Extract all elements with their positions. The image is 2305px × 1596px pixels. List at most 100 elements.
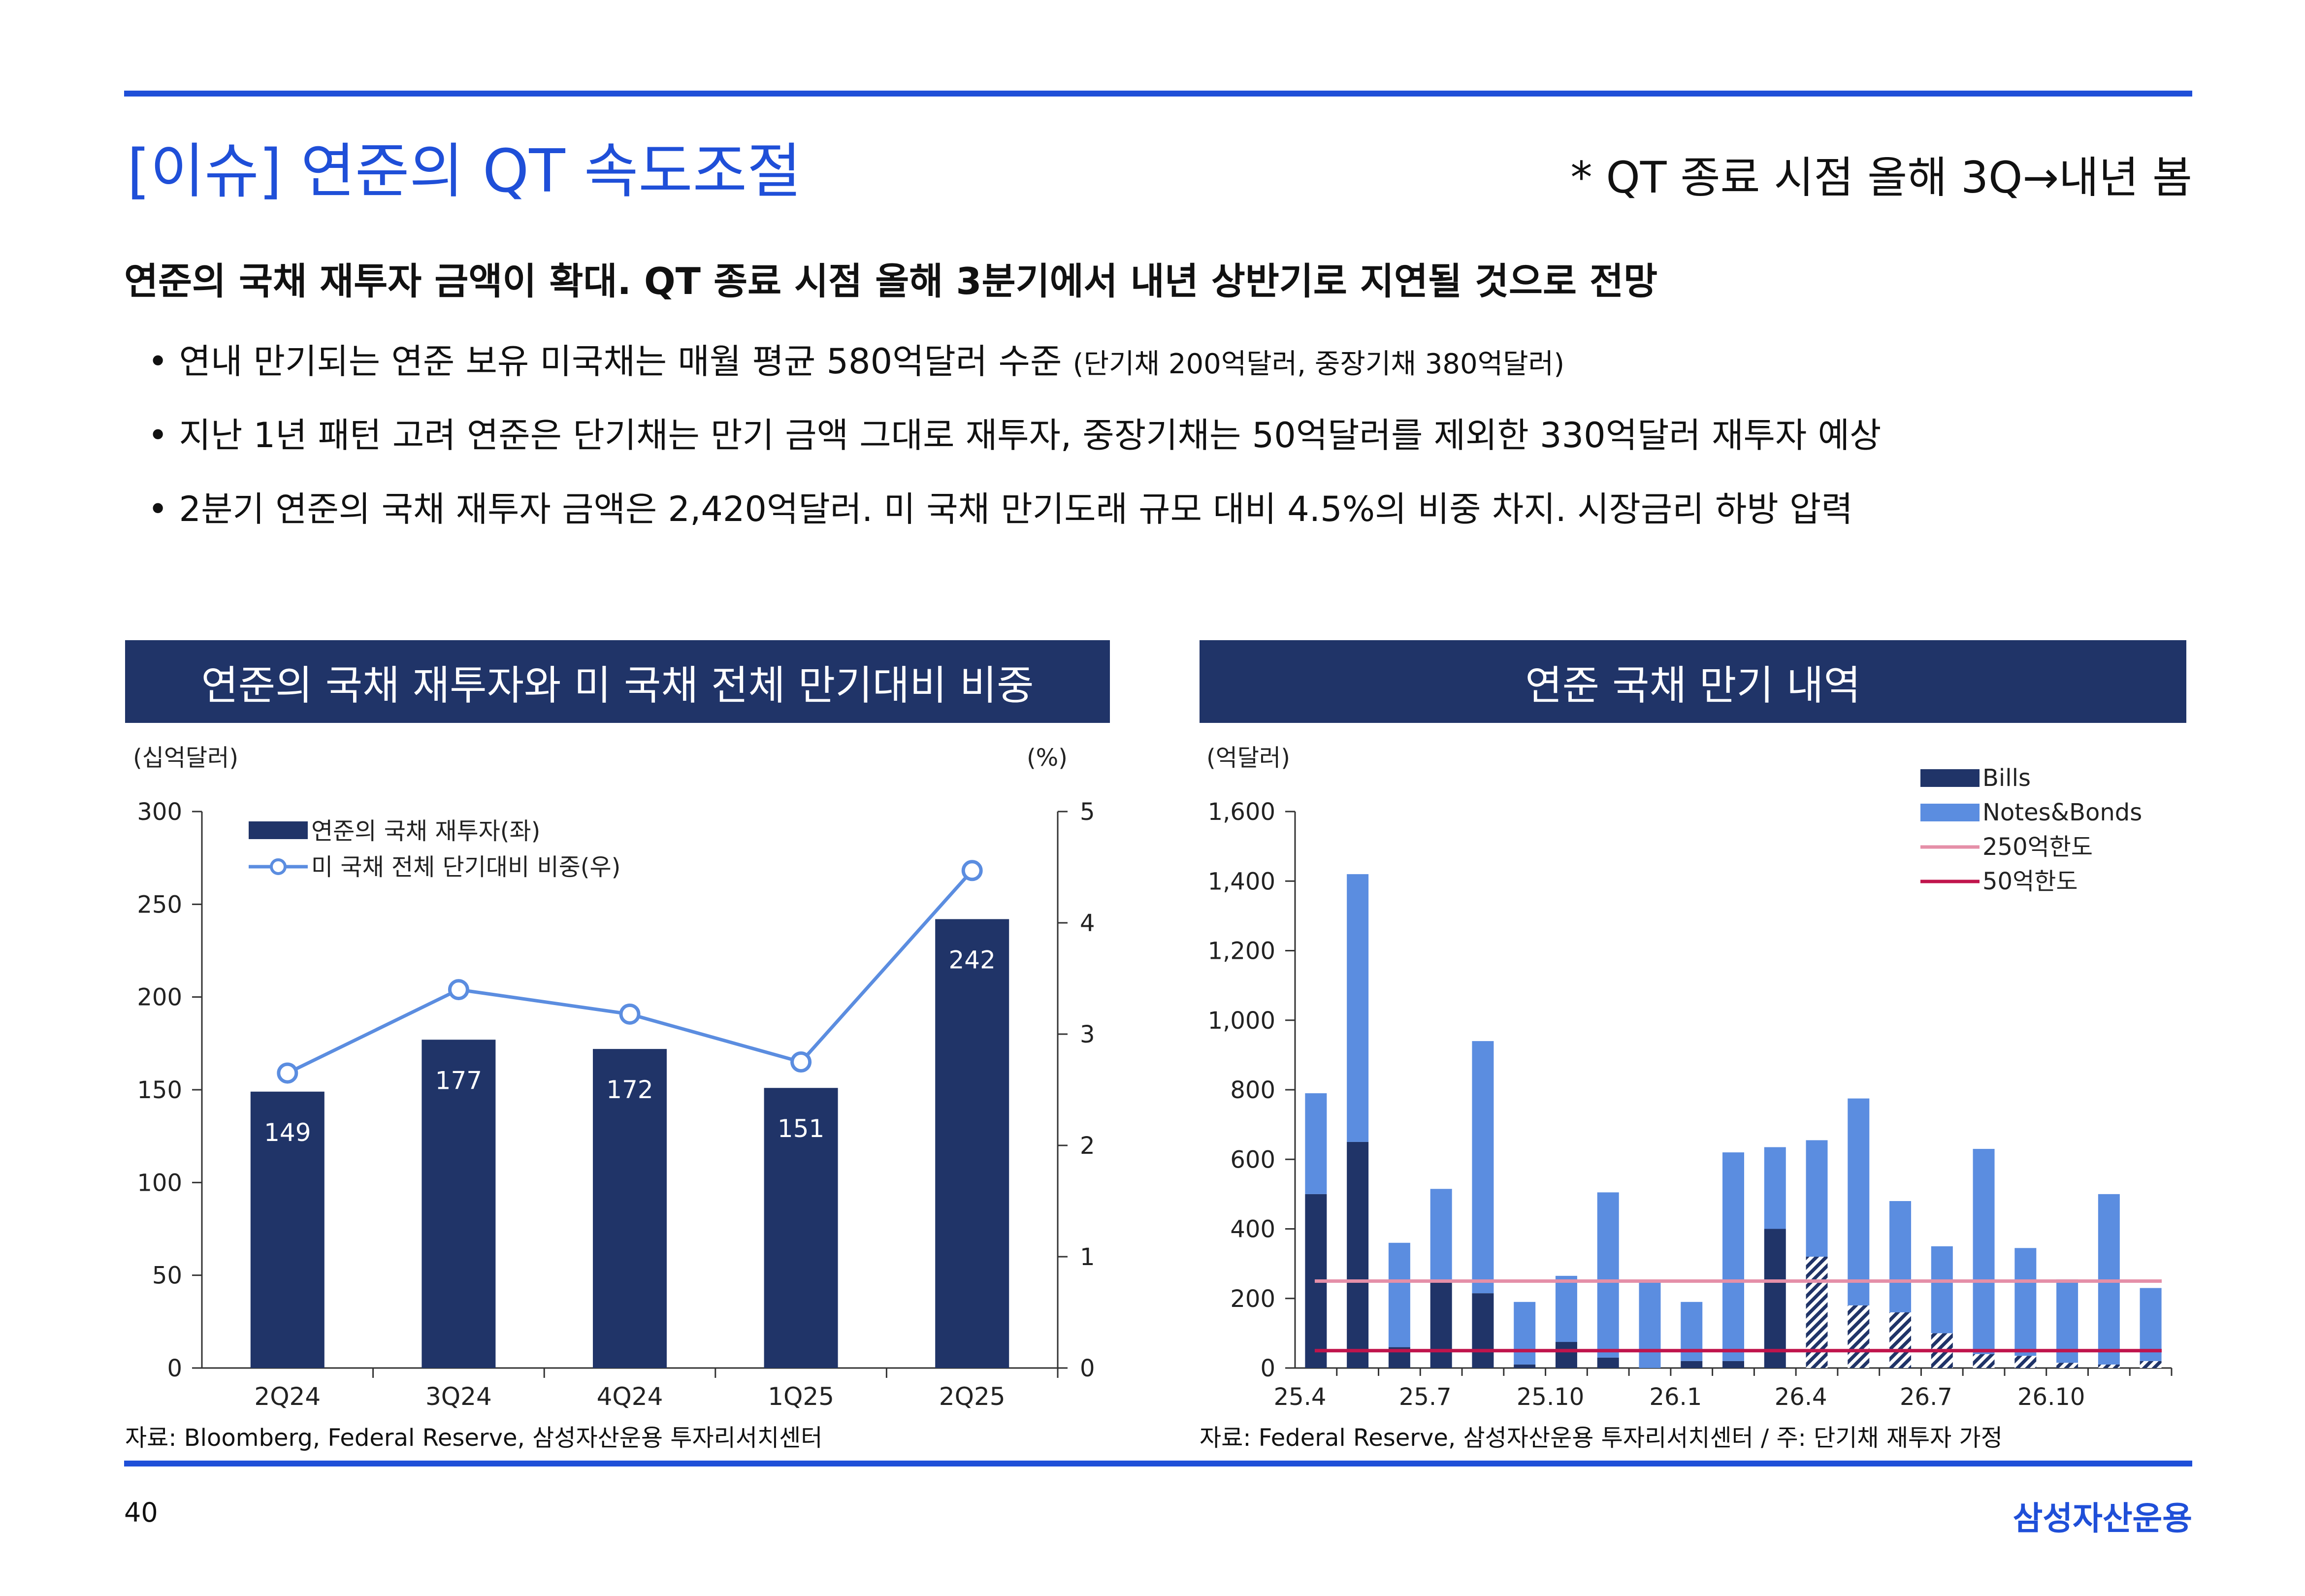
bills-bar — [1514, 1364, 1536, 1368]
x-tick-label: 26.10 — [2017, 1383, 2085, 1411]
notes-bonds-bar — [2014, 1248, 2037, 1356]
right-panel-title: 연준 국채 만기 내역 — [1200, 640, 2186, 723]
y-tick-label: 200 — [137, 984, 182, 1011]
share-point — [277, 1062, 298, 1084]
bar-value-label: 149 — [264, 1118, 311, 1147]
share-point — [790, 1051, 812, 1073]
x-tick-label: 26.1 — [1649, 1383, 1702, 1411]
bar-value-label: 172 — [606, 1075, 653, 1104]
notes-bonds-bar — [2056, 1279, 2078, 1363]
y-tick-label: 0 — [1260, 1355, 1275, 1382]
notes-bonds-bar — [1514, 1302, 1536, 1365]
bills-bar — [1722, 1361, 1744, 1368]
notes-bonds-bar — [1430, 1189, 1452, 1281]
summary-bullet: • 2분기 연준의 국채 재투자 금액은 2,420억달러. 미 국채 만기도래… — [148, 482, 1853, 531]
bar — [250, 1091, 325, 1368]
bills-bar — [1472, 1293, 1494, 1368]
bills-bar — [1764, 1229, 1786, 1368]
y-axis-label: (억달러) — [1206, 744, 1290, 772]
notes-bonds-bar — [1639, 1282, 1661, 1368]
notes-bonds-bar — [1848, 1098, 1870, 1305]
bills-bar — [1848, 1305, 1870, 1368]
bar — [764, 1088, 838, 1368]
notes-bonds-bar — [2140, 1288, 2162, 1361]
bar-value-label: 242 — [948, 945, 995, 974]
x-tick-label: 25.10 — [1517, 1383, 1584, 1411]
notes-bonds-bar — [1889, 1201, 1912, 1312]
x-tick-label: 2Q25 — [939, 1382, 1006, 1411]
legend-50-label: 50억한도 — [1982, 868, 2078, 895]
share-line — [287, 869, 974, 1075]
bills-bar — [1973, 1354, 1995, 1368]
legend-bar-label: 연준의 국채 재투자(좌) — [311, 817, 540, 845]
page-number: 40 — [124, 1497, 158, 1528]
bills-bar — [1681, 1361, 1703, 1368]
notes-bonds-bar — [1555, 1275, 1577, 1342]
legend-250-label: 250억한도 — [1982, 833, 2093, 861]
y-tick-label: 300 — [137, 798, 182, 826]
bullet-note: (단기채 200억달러, 중장기채 380억달러) — [1072, 348, 1565, 380]
y2-tick-label: 5 — [1080, 798, 1095, 826]
page-title: [이슈] 연준의 QT 속도조절 — [127, 137, 802, 206]
page-subnote: * QT 종료 시점 올해 3Q→내년 봄 — [1570, 152, 2192, 203]
y-tick-label: 0 — [167, 1355, 182, 1382]
y2-axis-label: (%) — [1027, 744, 1068, 772]
x-tick-label: 1Q25 — [768, 1382, 834, 1411]
y-tick-label: 1,000 — [1208, 1007, 1275, 1035]
notes-bonds-bar — [1347, 874, 1369, 1142]
bills-bar — [1430, 1281, 1452, 1368]
x-tick-label: 26.7 — [1900, 1383, 1952, 1411]
bullet-text: • 2분기 연준의 국채 재투자 금액은 2,420억달러. 미 국채 만기도래… — [148, 489, 1853, 529]
bills-bar — [1889, 1312, 1912, 1368]
y-tick-label: 250 — [137, 891, 182, 918]
bullet-text: • 연내 만기되는 연준 보유 미국채는 매월 평균 580억달러 수준 — [148, 341, 1073, 382]
share-point — [448, 979, 469, 1001]
left-panel-source: 자료: Bloomberg, Federal Reserve, 삼성자산운용 투… — [125, 1424, 823, 1452]
y-axis-label: (십억달러) — [133, 744, 238, 772]
y-tick-label: 1,200 — [1208, 938, 1275, 965]
summary-headline: 연준의 국채 재투자 금액이 확대. QT 종료 시점 올해 3분기에서 내년 … — [124, 260, 1658, 303]
y2-tick-label: 3 — [1080, 1021, 1095, 1048]
y-tick-label: 600 — [1230, 1146, 1275, 1173]
y-tick-label: 150 — [137, 1076, 182, 1104]
share-point — [961, 860, 983, 881]
legend-bills-swatch — [1920, 769, 1980, 787]
y-tick-label: 50 — [152, 1262, 182, 1290]
bar — [935, 919, 1009, 1368]
legend-line-marker — [270, 858, 287, 875]
y-tick-label: 100 — [137, 1169, 182, 1197]
bills-bar — [2140, 1361, 2162, 1368]
summary-bullet: • 지난 1년 패턴 고려 연준은 단기채는 만기 금액 그대로 재투자, 중장… — [148, 408, 1881, 457]
bar — [593, 1049, 667, 1368]
notes-bonds-bar — [2098, 1194, 2120, 1365]
notes-bonds-bar — [1806, 1140, 1828, 1257]
y-tick-label: 400 — [1230, 1216, 1275, 1243]
y-tick-label: 1,400 — [1208, 868, 1275, 895]
legend-line-label: 미 국채 전체 단기대비 비중(우) — [311, 853, 620, 881]
legend-notes-label: Notes&Bonds — [1982, 799, 2142, 826]
y2-tick-label: 0 — [1080, 1355, 1095, 1382]
x-tick-label: 2Q24 — [254, 1382, 321, 1411]
bar-value-label: 177 — [435, 1066, 482, 1095]
share-point — [619, 1003, 641, 1025]
legend-notes-swatch — [1920, 804, 1980, 821]
brand-logo: 삼성자산운용 — [2013, 1499, 2192, 1537]
y-tick-label: 800 — [1230, 1076, 1275, 1104]
x-tick-label: 3Q24 — [425, 1382, 492, 1411]
legend-bills-label: Bills — [1982, 764, 2031, 792]
notes-bonds-bar — [1973, 1149, 1995, 1354]
left-panel-title: 연준의 국채 재투자와 미 국채 전체 만기대비 비중 — [125, 640, 1110, 723]
x-tick-label: 25.4 — [1274, 1383, 1327, 1411]
x-tick-label: 25.7 — [1399, 1383, 1452, 1411]
bills-bar — [2014, 1356, 2037, 1368]
x-tick-label: 26.4 — [1775, 1383, 1827, 1411]
notes-bonds-bar — [1305, 1093, 1327, 1194]
y2-tick-label: 2 — [1080, 1132, 1095, 1160]
bills-bar — [1347, 1141, 1369, 1368]
top-rule — [124, 91, 2192, 97]
y2-tick-label: 1 — [1080, 1243, 1095, 1271]
bills-bar — [2098, 1364, 2120, 1368]
bills-bar — [1555, 1342, 1577, 1368]
legend-bar-swatch — [249, 821, 308, 839]
